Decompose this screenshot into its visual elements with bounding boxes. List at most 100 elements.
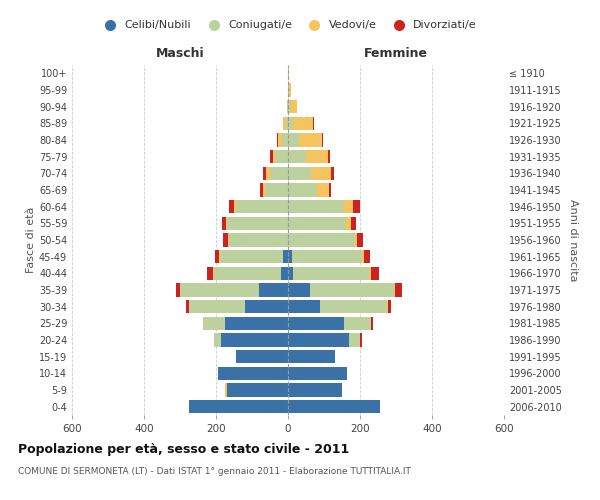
Bar — [292, 250, 362, 264]
Bar — [331, 166, 334, 180]
Bar — [236, 350, 288, 364]
Bar — [299, 134, 322, 146]
Legend: Celibi/Nubili, Coniugati/e, Vedovi/e, Divorziati/e: Celibi/Nubili, Coniugati/e, Vedovi/e, Di… — [95, 16, 481, 35]
Bar — [287, 100, 288, 114]
Bar — [269, 150, 272, 164]
Bar — [229, 234, 288, 246]
Bar — [214, 334, 221, 346]
Bar — [189, 400, 288, 413]
Bar — [278, 134, 281, 146]
Bar — [277, 134, 278, 146]
Bar — [328, 150, 331, 164]
Bar — [223, 234, 227, 246]
Bar — [225, 316, 288, 330]
Bar — [260, 184, 263, 196]
Bar — [263, 184, 265, 196]
Bar — [288, 200, 344, 213]
Bar — [288, 166, 311, 180]
Text: COMUNE DI SERMONETA (LT) - Dati ISTAT 1° gennaio 2011 - Elaborazione TUTTITALIA.: COMUNE DI SERMONETA (LT) - Dati ISTAT 1°… — [18, 468, 411, 476]
Bar — [293, 266, 369, 280]
Bar — [288, 350, 335, 364]
Bar — [275, 150, 288, 164]
Bar — [203, 316, 225, 330]
Bar — [329, 184, 331, 196]
Bar — [288, 150, 306, 164]
Bar — [344, 200, 353, 213]
Bar — [290, 100, 297, 114]
Bar — [288, 316, 344, 330]
Bar — [265, 184, 288, 196]
Bar — [288, 366, 347, 380]
Bar — [362, 250, 364, 264]
Bar — [346, 216, 351, 230]
Text: Maschi: Maschi — [155, 47, 205, 60]
Bar — [358, 234, 363, 246]
Bar — [310, 284, 394, 296]
Bar — [288, 116, 293, 130]
Bar — [227, 384, 288, 396]
Bar — [306, 150, 328, 164]
Bar — [288, 334, 349, 346]
Y-axis label: Anni di nascita: Anni di nascita — [568, 198, 578, 281]
Bar — [364, 250, 370, 264]
Bar — [360, 334, 362, 346]
Bar — [272, 150, 275, 164]
Bar — [207, 266, 214, 280]
Bar — [186, 300, 189, 314]
Bar — [236, 200, 288, 213]
Bar — [288, 250, 292, 264]
Bar — [234, 200, 236, 213]
Bar — [288, 284, 310, 296]
Bar — [225, 384, 227, 396]
Bar — [214, 266, 281, 280]
Bar — [351, 216, 356, 230]
Bar — [288, 100, 290, 114]
Bar — [320, 300, 387, 314]
Bar — [311, 166, 331, 180]
Text: Popolazione per età, sesso e stato civile - 2011: Popolazione per età, sesso e stato civil… — [18, 442, 349, 456]
Bar — [322, 134, 323, 146]
Bar — [221, 334, 288, 346]
Bar — [259, 284, 288, 296]
Bar — [245, 300, 288, 314]
Bar — [227, 216, 288, 230]
Bar — [176, 284, 180, 296]
Bar — [266, 166, 270, 180]
Bar — [344, 316, 371, 330]
Bar — [394, 284, 395, 296]
Bar — [371, 316, 373, 330]
Bar — [288, 234, 355, 246]
Bar — [180, 284, 259, 296]
Bar — [293, 116, 313, 130]
Bar — [222, 216, 226, 230]
Bar — [283, 116, 286, 130]
Bar — [388, 300, 391, 314]
Bar — [349, 334, 360, 346]
Bar — [215, 250, 219, 264]
Bar — [281, 134, 288, 146]
Bar — [281, 266, 288, 280]
Bar — [355, 234, 358, 246]
Bar — [395, 284, 402, 296]
Bar — [288, 184, 317, 196]
Bar — [353, 200, 360, 213]
Bar — [371, 266, 379, 280]
Bar — [227, 234, 229, 246]
Text: Femmine: Femmine — [364, 47, 428, 60]
Bar — [369, 266, 371, 280]
Bar — [283, 250, 288, 264]
Bar — [289, 84, 290, 96]
Bar — [229, 200, 234, 213]
Bar — [288, 400, 380, 413]
Bar — [189, 300, 245, 314]
Bar — [288, 84, 289, 96]
Bar — [286, 116, 288, 130]
Bar — [387, 300, 388, 314]
Bar — [220, 250, 283, 264]
Bar — [219, 250, 220, 264]
Bar — [288, 266, 293, 280]
Bar — [288, 384, 342, 396]
Y-axis label: Fasce di età: Fasce di età — [26, 207, 36, 273]
Bar — [313, 116, 314, 130]
Bar — [270, 166, 288, 180]
